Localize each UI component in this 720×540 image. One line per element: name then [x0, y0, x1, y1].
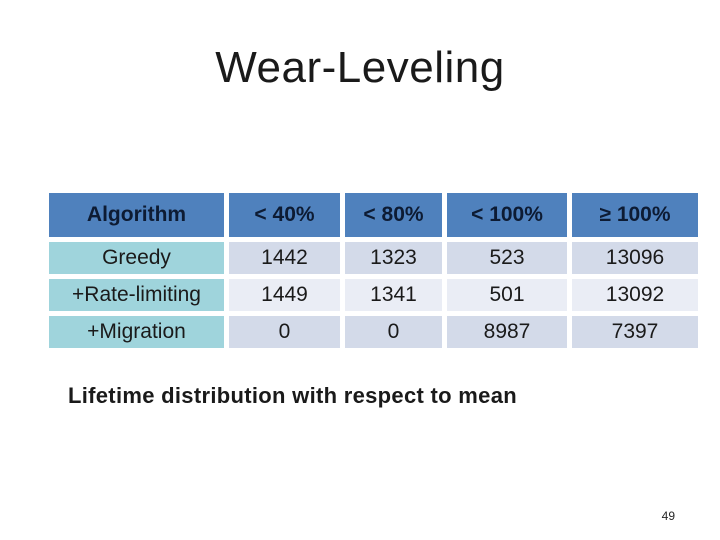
- table-caption: Lifetime distribution with respect to me…: [68, 383, 517, 408]
- table-cell: 13096: [572, 242, 698, 274]
- row-label-greedy: Greedy: [49, 242, 224, 274]
- header-cell-gte100: ≥ 100%: [572, 193, 698, 237]
- row-label-rate-limiting: +Rate-limiting: [49, 279, 224, 311]
- row-label-migration: +Migration: [49, 316, 224, 348]
- table-cell: 1323: [345, 242, 442, 274]
- wear-leveling-table: Algorithm < 40% < 80% < 100% ≥ 100% Gree…: [49, 193, 698, 348]
- table-cell: 0: [229, 316, 340, 348]
- page-number: 49: [661, 509, 675, 523]
- table-cell: 501: [447, 279, 567, 311]
- table-cell: 1442: [229, 242, 340, 274]
- table-cell: 0: [345, 316, 442, 348]
- table-cell: 13092: [572, 279, 698, 311]
- header-cell-lt100: < 100%: [447, 193, 567, 237]
- table-cell: 7397: [572, 316, 698, 348]
- header-cell-lt80: < 80%: [345, 193, 442, 237]
- table-cell: 1341: [345, 279, 442, 311]
- header-cell-lt40: < 40%: [229, 193, 340, 237]
- table-cell: 1449: [229, 279, 340, 311]
- table-cell: 8987: [447, 316, 567, 348]
- header-cell-algorithm: Algorithm: [49, 193, 224, 237]
- slide-title: Wear-Leveling: [215, 43, 505, 92]
- table-cell: 523: [447, 242, 567, 274]
